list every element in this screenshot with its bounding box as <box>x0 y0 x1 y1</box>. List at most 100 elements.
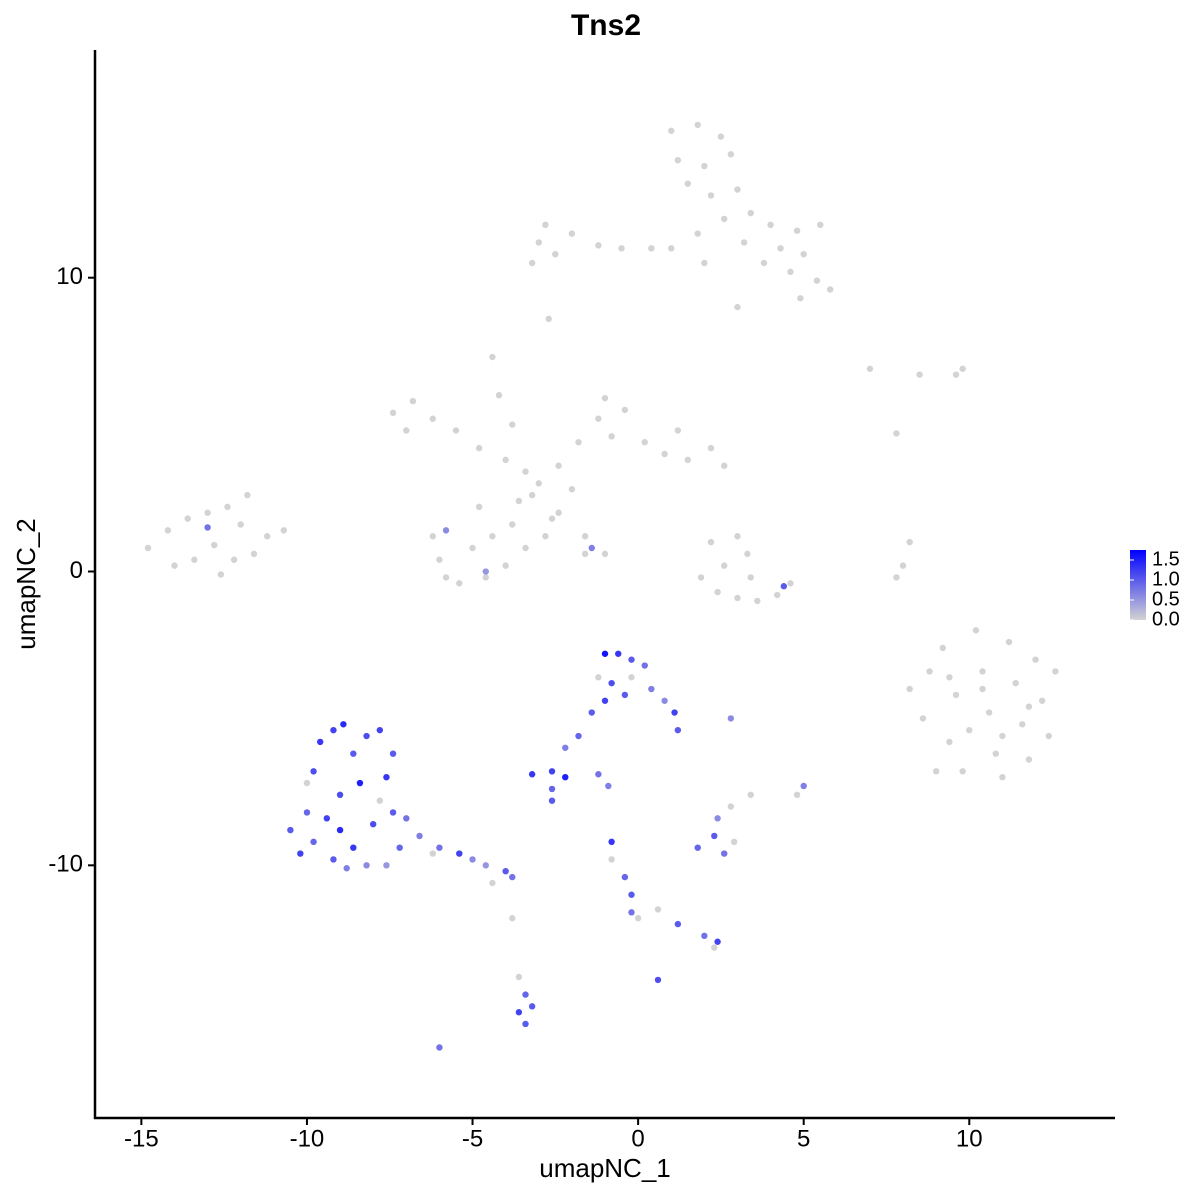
cell-point <box>608 433 615 440</box>
cell-point <box>230 556 238 563</box>
cell-point <box>740 239 748 246</box>
cell-point <box>429 533 436 540</box>
cell-point <box>555 462 562 469</box>
cell-point <box>336 791 344 799</box>
cell-point <box>515 497 523 505</box>
cell-point <box>535 239 542 246</box>
colorbar-label: 0.0 <box>1152 608 1180 630</box>
cell-point <box>588 709 595 716</box>
cell-point <box>224 503 231 511</box>
cell-point <box>946 674 953 681</box>
cell-point <box>164 527 172 534</box>
cell-point <box>204 524 211 531</box>
cell-point <box>694 121 701 129</box>
cell-point <box>760 259 768 267</box>
cell-point <box>356 779 364 787</box>
cell-point <box>959 768 966 775</box>
cell-point <box>601 550 609 558</box>
cell-point <box>575 732 582 740</box>
cell-point <box>436 844 443 851</box>
cell-point <box>363 732 370 740</box>
cell-point <box>469 856 476 863</box>
cell-point <box>959 365 966 372</box>
cell-point <box>952 691 960 699</box>
cell-point <box>350 750 357 757</box>
cell-point <box>671 709 678 716</box>
cell-point <box>793 227 801 234</box>
cell-point <box>648 245 655 252</box>
cell-point <box>1012 679 1019 687</box>
cell-point <box>634 915 642 922</box>
cell-point <box>489 353 496 361</box>
cell-point <box>684 180 691 187</box>
cell-point <box>932 768 940 775</box>
cell-point <box>926 668 933 675</box>
cell-point <box>628 891 635 898</box>
cell-point <box>595 415 602 422</box>
cell-point <box>668 245 675 252</box>
cell-point <box>489 879 496 887</box>
cell-point <box>545 315 552 323</box>
cell-point <box>442 574 450 581</box>
cell-point <box>482 568 489 575</box>
colorbar <box>1130 550 1146 620</box>
cell-point <box>436 556 443 563</box>
cell-point <box>204 509 211 516</box>
cell-point <box>144 544 152 552</box>
cell-point <box>1025 703 1033 710</box>
cell-point <box>217 571 225 578</box>
cell-point <box>797 295 804 302</box>
cell-point <box>711 832 718 840</box>
cell-point <box>509 915 516 922</box>
cell-point <box>747 574 754 581</box>
cell-point <box>608 838 615 846</box>
cell-point <box>456 850 463 857</box>
colorbar-label: 1.5 <box>1152 548 1180 570</box>
cell-point <box>906 685 913 693</box>
cell-point <box>1005 638 1013 646</box>
cell-point <box>899 562 907 569</box>
cell-point <box>389 750 397 757</box>
cell-point <box>654 976 662 984</box>
cell-point <box>456 580 463 587</box>
cell-point <box>714 815 721 822</box>
cell-point <box>303 809 311 816</box>
cell-point <box>674 726 682 734</box>
cell-point <box>502 867 509 875</box>
cell-point <box>919 715 927 722</box>
cell-point <box>793 791 801 799</box>
cell-point <box>429 415 436 422</box>
cell-point <box>661 450 668 458</box>
cell-point <box>568 486 576 493</box>
cell-point <box>906 538 913 546</box>
cell-point <box>403 815 410 822</box>
cell-point <box>747 209 754 217</box>
cell-point <box>684 456 691 464</box>
cell-point <box>575 439 582 446</box>
cell-point <box>654 906 662 913</box>
cell-point <box>336 826 344 834</box>
cell-point <box>714 588 721 596</box>
cell-point <box>343 865 350 872</box>
cell-point <box>999 732 1006 740</box>
cell-point <box>416 832 423 840</box>
cell-point <box>813 277 821 284</box>
cell-point <box>605 782 612 790</box>
cell-point <box>893 574 900 581</box>
cell-point <box>452 427 460 434</box>
cell-point <box>562 773 569 781</box>
cell-point <box>615 650 622 657</box>
cell-point <box>817 221 824 229</box>
cell-point <box>442 527 450 534</box>
cell-point <box>767 221 774 229</box>
x-tick-label: 10 <box>956 1125 983 1152</box>
cell-point <box>734 303 741 311</box>
cell-point <box>1038 697 1046 704</box>
cell-point <box>482 862 489 869</box>
y-axis-title: umapNC_2 <box>11 518 41 650</box>
colorbar-label: 0.5 <box>1152 588 1180 610</box>
cell-point <box>495 392 503 399</box>
cell-point <box>552 250 559 258</box>
cell-point <box>303 779 311 787</box>
cell-point <box>601 394 609 402</box>
